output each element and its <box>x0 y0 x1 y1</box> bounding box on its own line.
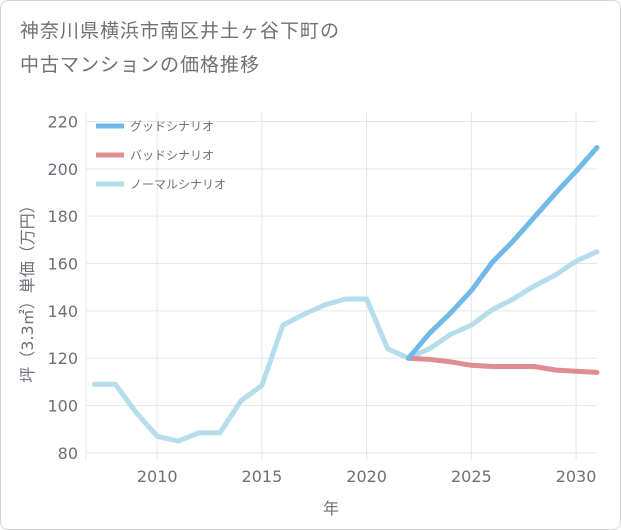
y-tick-label: 160 <box>47 255 78 274</box>
y-tick-label: 120 <box>47 349 78 368</box>
series-lines <box>91 145 600 444</box>
legend-label-1: グッドシナリオ <box>130 120 214 134</box>
y-tick-label: 140 <box>47 302 78 321</box>
x-tick-label: 2020 <box>346 467 387 486</box>
chart-title: 神奈川県横浜市南区井土ヶ谷下町の 中古マンションの価格推移 <box>20 14 340 82</box>
series-line-2 <box>406 355 600 375</box>
axis-ticks: 80 100 120 140 160 180 200 220 2010 2015 2020 2025 2… <box>47 112 596 486</box>
series-line-3 <box>91 249 600 444</box>
y-tick-label: 100 <box>47 397 78 416</box>
x-tick-label: 2015 <box>242 467 283 486</box>
y-axis-title: 坪（3.3㎡）単価（万円） <box>18 197 37 382</box>
y-tick-label: 80 <box>58 444 78 463</box>
x-axis-title: 年 <box>323 499 339 518</box>
grid-lines <box>85 112 597 460</box>
legend-label-3: ノーマルシナリオ <box>130 178 226 192</box>
chart-title-line-2: 中古マンションの価格推移 <box>20 54 261 76</box>
x-tick-label: 2010 <box>137 467 178 486</box>
legend-label-2: バッドシナリオ <box>130 149 214 163</box>
y-tick-label: 220 <box>47 112 78 131</box>
x-tick-label: 2030 <box>556 467 597 486</box>
series-line-1 <box>406 145 600 361</box>
x-tick-label: 2025 <box>451 467 492 486</box>
y-tick-label: 180 <box>47 207 78 226</box>
chart-title-line-1: 神奈川県横浜市南区井土ヶ谷下町の <box>20 20 341 42</box>
y-tick-label: 200 <box>47 160 78 179</box>
